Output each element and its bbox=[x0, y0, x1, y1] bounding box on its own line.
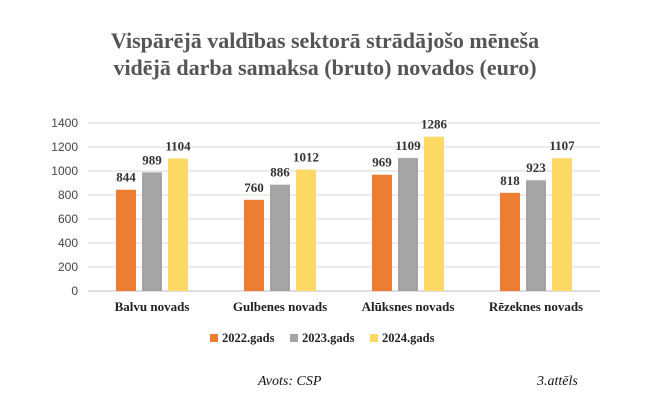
chart-title-line-1: Vispārējā valdības sektorā strādājošo mē… bbox=[110, 28, 540, 53]
bar bbox=[296, 169, 316, 291]
data-label: 760 bbox=[244, 180, 264, 195]
bar bbox=[116, 189, 136, 291]
bar bbox=[398, 157, 418, 291]
x-category-label: Balvu novads bbox=[115, 299, 190, 314]
legend-label: 2023.gads bbox=[302, 331, 355, 345]
legend-swatch bbox=[210, 334, 218, 342]
data-label: 1012 bbox=[293, 150, 319, 165]
y-tick-label: 400 bbox=[58, 236, 78, 250]
bar bbox=[270, 184, 290, 291]
data-label: 923 bbox=[526, 160, 546, 175]
data-label: 1109 bbox=[395, 138, 421, 153]
legend-swatch bbox=[370, 334, 378, 342]
bar bbox=[142, 172, 162, 291]
data-label: 1286 bbox=[421, 117, 448, 132]
bar bbox=[244, 199, 264, 291]
x-category-label: Rēzeknes novads bbox=[489, 299, 583, 314]
data-label: 818 bbox=[500, 173, 520, 188]
y-tick-label: 200 bbox=[58, 260, 78, 274]
data-label: 989 bbox=[142, 152, 162, 167]
y-tick-label: 1200 bbox=[51, 140, 78, 154]
bar bbox=[372, 174, 392, 291]
source-note: Avots: CSP bbox=[258, 374, 322, 389]
y-tick-label: 1000 bbox=[51, 164, 78, 178]
data-label: 844 bbox=[116, 170, 136, 185]
bar bbox=[500, 192, 520, 291]
data-label: 886 bbox=[270, 165, 290, 180]
y-tick-label: 600 bbox=[58, 212, 78, 226]
x-category-label: Alūksnes novads bbox=[362, 299, 455, 314]
bar bbox=[552, 158, 572, 291]
bars bbox=[116, 136, 572, 291]
legend-label: 2024.gads bbox=[382, 331, 435, 345]
y-tick-label: 800 bbox=[58, 188, 78, 202]
legend-swatch bbox=[290, 334, 298, 342]
y-tick-label: 0 bbox=[71, 284, 78, 298]
legend-label: 2022.gads bbox=[222, 331, 275, 345]
y-tick-label: 1400 bbox=[51, 116, 78, 130]
y-axis-ticks: 0 200 400 600 800 1000 1200 1400 bbox=[51, 116, 78, 298]
bar bbox=[526, 180, 546, 291]
chart-title-line-2: vidējā darba samaksa (bruto) novados (eu… bbox=[113, 55, 537, 80]
bar bbox=[424, 136, 444, 291]
data-label: 1107 bbox=[549, 138, 575, 153]
x-axis-categories: Balvu novads Gulbenes novads Alūksnes nova… bbox=[115, 299, 584, 314]
bar bbox=[168, 158, 188, 291]
legend: 2022.gads 2023.gads 2024.gads bbox=[210, 331, 435, 345]
data-label: 969 bbox=[372, 155, 392, 170]
figure-number: 3.attēls bbox=[537, 374, 578, 389]
x-category-label: Gulbenes novads bbox=[233, 299, 327, 314]
data-label: 1104 bbox=[165, 139, 191, 154]
